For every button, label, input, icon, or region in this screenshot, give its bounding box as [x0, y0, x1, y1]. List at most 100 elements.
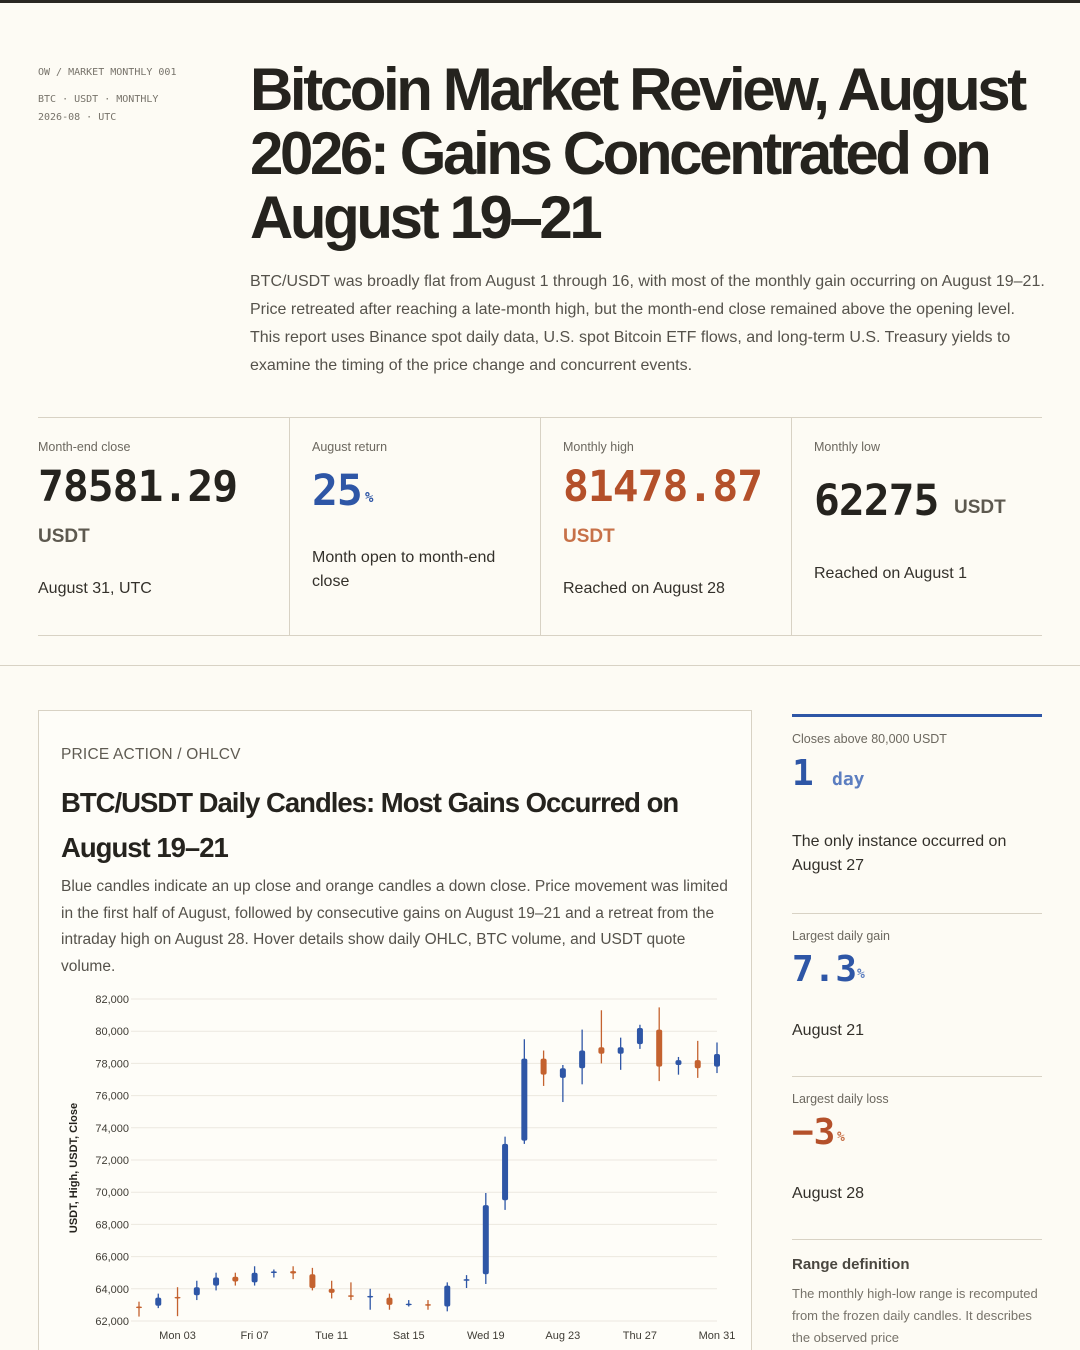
- candle-body: [213, 1277, 220, 1286]
- top-rule: [0, 0, 1080, 3]
- candle-body: [174, 1296, 181, 1299]
- candle-body: [367, 1295, 374, 1298]
- range-definition-text: The monthly high-low range is recomputed…: [792, 1286, 1038, 1345]
- kpi-august-return: August return 25 % Month open to month-e…: [289, 418, 540, 636]
- x-tick-label: Tue 11: [315, 1330, 348, 1342]
- candle-body: [714, 1054, 720, 1067]
- y-tick-label: 64,000: [95, 1284, 129, 1296]
- candle-body: [656, 1029, 663, 1067]
- kpi-note: Reached on August 1: [814, 565, 968, 582]
- kpi-label: Month-end close: [38, 440, 131, 454]
- kpi-note: Month open to month-end close: [312, 549, 496, 590]
- candle-body: [559, 1068, 566, 1078]
- stat-closes-above-80k: Closes above 80,000 USDT 1 day The only …: [792, 732, 1042, 878]
- meta-pair: BTC · USDT · MONTHLY: [38, 94, 159, 105]
- kpi-label: Monthly low: [814, 440, 880, 454]
- y-tick-label: 76,000: [95, 1091, 129, 1103]
- breadcrumb: OW / MARKET MONTHLY 001: [38, 67, 177, 78]
- chart-description: Blue candles indicate an up close and or…: [61, 878, 728, 975]
- candle-body: [347, 1295, 354, 1297]
- sidebar-accent-rule: [792, 714, 1042, 717]
- candle-body: [502, 1143, 509, 1201]
- y-axis-label: USDT, High, USDT, Close: [68, 1103, 80, 1233]
- candle-body: [232, 1276, 239, 1282]
- candle-body: [290, 1271, 297, 1274]
- sidebar-rule: [792, 913, 1042, 914]
- stat-value: 7.3: [792, 949, 858, 990]
- y-tick-label: 80,000: [95, 1026, 129, 1038]
- candle-body: [136, 1306, 142, 1309]
- kpi-note: August 31, UTC: [38, 580, 152, 597]
- sidebar-rule: [792, 1076, 1042, 1077]
- y-tick-label: 62,000: [95, 1316, 129, 1328]
- candle-body: [386, 1297, 393, 1305]
- kpi-unit: %: [365, 490, 374, 506]
- y-tick-label: 82,000: [95, 994, 129, 1006]
- stat-value: −3: [792, 1112, 836, 1153]
- kpi-unit: USDT: [563, 526, 615, 547]
- y-tick-label: 68,000: [95, 1219, 129, 1231]
- kpi-strip: Month-end close 78581.29 USDT August 31,…: [38, 417, 1042, 636]
- kpi-monthly-high: Monthly high 81478.87 USDT Reached on Au…: [540, 418, 791, 636]
- chart-kicker: PRICE ACTION / OHLCV: [61, 746, 241, 763]
- stat-label: Closes above 80,000 USDT: [792, 732, 947, 746]
- stat-label: Largest daily gain: [792, 929, 890, 943]
- candle-body: [328, 1288, 335, 1293]
- kpi-unit: USDT: [38, 526, 90, 547]
- candle-body: [617, 1047, 624, 1054]
- stat-note: August 21: [792, 1022, 865, 1039]
- stat-unit: %: [857, 967, 865, 982]
- page-title: Bitcoin Market Review, August 2026: Gain…: [250, 56, 1027, 251]
- report-meta: OW / MARKET MONTHLY 001 BTC · USDT · MON…: [38, 64, 176, 127]
- candle-body: [251, 1272, 258, 1283]
- x-tick-label: Mon 31: [699, 1330, 736, 1342]
- candle-body: [155, 1297, 162, 1306]
- section-divider: [0, 665, 1080, 666]
- stat-unit: day: [832, 769, 865, 790]
- kpi-value: 62275: [814, 476, 939, 526]
- candle-body: [521, 1058, 528, 1141]
- lede-paragraph: BTC/USDT was broadly flat from August 1 …: [250, 273, 1045, 374]
- candle-body: [463, 1279, 470, 1281]
- x-tick-label: Wed 19: [467, 1330, 505, 1342]
- chart-card: PRICE ACTION / OHLCV BTC/USDT Daily Cand…: [38, 710, 752, 1350]
- y-tick-label: 66,000: [95, 1252, 129, 1264]
- x-tick-label: Thu 27: [623, 1330, 657, 1342]
- chart-title: BTC/USDT Daily Candles: Most Gains Occur…: [61, 787, 679, 863]
- kpi-label: Monthly high: [563, 440, 634, 454]
- x-tick-label: Fri 07: [241, 1330, 269, 1342]
- range-definition: Range definition The monthly high-low ra…: [792, 1256, 1042, 1349]
- candlestick-chart[interactable]: 62,000 64,000 66,000 68,000 70,000 72,000 74,0…: [39, 981, 751, 1350]
- candle-body: [636, 1027, 643, 1045]
- candle-body: [309, 1274, 316, 1288]
- kpi-unit: USDT: [954, 497, 1006, 518]
- sidebar-rule: [792, 1239, 1042, 1240]
- stat-largest-daily-gain: Largest daily gain 7.3 % August 21: [792, 929, 1042, 1043]
- y-tick-label: 70,000: [95, 1187, 129, 1199]
- candle-body: [405, 1303, 412, 1306]
- candle-body: [579, 1050, 586, 1069]
- stat-value: 1: [792, 753, 814, 794]
- meta-period: 2026-08 · UTC: [38, 112, 117, 123]
- stat-note: August 28: [792, 1185, 865, 1202]
- kpi-month-end-close: Month-end close 78581.29 USDT August 31,…: [38, 418, 289, 636]
- candle-body: [425, 1304, 431, 1306]
- kpi-value: 78581.29: [38, 462, 238, 512]
- stat-label: Largest daily loss: [792, 1092, 889, 1106]
- x-tick-label: Mon 03: [159, 1330, 196, 1342]
- x-tick-label: Aug 23: [545, 1330, 580, 1342]
- range-definition-title: Range definition: [792, 1256, 910, 1273]
- candle-body: [694, 1060, 701, 1069]
- stat-note: The only instance occurred on August 27: [792, 833, 1007, 874]
- y-tick-label: 78,000: [95, 1058, 129, 1070]
- candle-body: [193, 1287, 200, 1296]
- stat-largest-daily-loss: Largest daily loss −3 % August 28: [792, 1092, 1042, 1206]
- kpi-label: August return: [312, 440, 388, 454]
- x-tick-label: Sat 15: [393, 1330, 425, 1342]
- candle-body: [675, 1060, 682, 1066]
- kpi-monthly-low: Monthly low 62275 USDT Reached on August…: [791, 418, 1042, 636]
- stat-unit: %: [837, 1130, 845, 1145]
- candle-body: [598, 1047, 605, 1054]
- y-tick-label: 74,000: [95, 1123, 129, 1135]
- candle-body: [444, 1285, 451, 1307]
